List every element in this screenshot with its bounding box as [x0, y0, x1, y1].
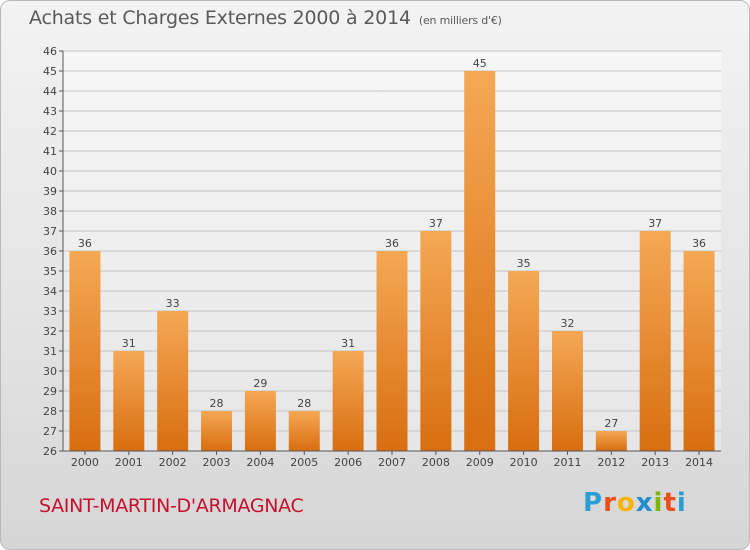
bar-2002[interactable]: [157, 311, 189, 451]
bar-2006[interactable]: [332, 351, 364, 451]
logo-letter: t: [663, 488, 677, 518]
y-tick-label: 30: [43, 365, 57, 378]
bar-2012[interactable]: [595, 431, 627, 451]
x-tick-label: 2014: [685, 456, 713, 469]
bar-2011[interactable]: [551, 331, 583, 451]
y-tick-label: 40: [43, 165, 57, 178]
chart-unit: (en milliers d'€): [418, 14, 502, 27]
value-label: 31: [122, 337, 136, 350]
chart-title: Achats et Charges Externes 2000 à 2014 (e…: [29, 7, 502, 29]
x-tick-label: 2009: [466, 456, 494, 469]
chart-title-text: Achats et Charges Externes 2000 à 2014: [29, 7, 411, 29]
y-tick-label: 31: [43, 345, 57, 358]
logo-letter: i: [653, 488, 664, 518]
y-tick-label: 44: [43, 85, 57, 98]
x-tick-label: 2001: [115, 456, 143, 469]
bar-2010[interactable]: [508, 271, 540, 451]
logo-letter: o: [616, 488, 636, 518]
value-label: 29: [253, 377, 267, 390]
value-label: 27: [604, 417, 618, 430]
x-tick-label: 2008: [422, 456, 450, 469]
x-tick-label: 2004: [246, 456, 274, 469]
value-label: 33: [166, 297, 180, 310]
x-tick-label: 2007: [378, 456, 406, 469]
value-label: 45: [473, 57, 487, 70]
bar-2004[interactable]: [244, 391, 276, 451]
bar-2014[interactable]: [683, 251, 715, 451]
x-tick-label: 2010: [510, 456, 538, 469]
bar-2007[interactable]: [376, 251, 408, 451]
y-tick-label: 32: [43, 325, 57, 338]
y-tick-label: 41: [43, 145, 57, 158]
y-tick-label: 33: [43, 305, 57, 318]
y-tick-label: 43: [43, 105, 57, 118]
x-axis: 2000 2001 2002 2003 2004 2005 2006 2007 2008 2009…: [63, 450, 721, 469]
bar-2005[interactable]: [288, 411, 320, 451]
bar-2003[interactable]: [201, 411, 233, 451]
y-tick-label: 35: [43, 265, 57, 278]
y-tick-label: 37: [43, 225, 57, 238]
value-label: 31: [341, 337, 355, 350]
x-tick-label: 2012: [597, 456, 625, 469]
y-tick-label: 28: [43, 405, 57, 418]
logo-letter: P: [583, 488, 604, 518]
y-tick-label: 36: [43, 245, 57, 258]
proxiti-logo[interactable]: Proxiti: [583, 488, 687, 518]
commune-name: SAINT-MARTIN-D'ARMAGNAC: [39, 495, 304, 517]
value-label: 28: [297, 397, 311, 410]
logo-letter: x: [635, 488, 654, 518]
bar-2000[interactable]: [69, 251, 101, 451]
x-tick-label: 2013: [641, 456, 669, 469]
y-tick-label: 29: [43, 385, 57, 398]
x-tick-label: 2006: [334, 456, 362, 469]
value-label: 28: [210, 397, 224, 410]
value-label: 37: [648, 217, 662, 230]
y-tick-label: 34: [43, 285, 57, 298]
y-axis: 26 27 28 29 30 31 32 33 34 35 36 37 38 39 40 41 42 43 44 45…: [43, 45, 64, 458]
value-label: 36: [78, 237, 92, 250]
x-tick-label: 2003: [203, 456, 231, 469]
y-tick-label: 26: [43, 445, 57, 458]
y-tick-label: 27: [43, 425, 57, 438]
x-tick-label: 2000: [71, 456, 99, 469]
value-label: 36: [692, 237, 706, 250]
logo-letter: r: [603, 488, 617, 518]
bar-2001[interactable]: [113, 351, 145, 451]
y-tick-label: 46: [43, 45, 57, 58]
y-tick-label: 42: [43, 125, 57, 138]
bars: 36 31 33 28 29 28 31 36 37 45 35 32 27 37 36: [69, 57, 715, 451]
x-tick-label: 2005: [290, 456, 318, 469]
bar-2009[interactable]: [464, 71, 496, 451]
x-tick-label: 2011: [553, 456, 581, 469]
value-label: 36: [385, 237, 399, 250]
bar-2013[interactable]: [639, 231, 671, 451]
value-label: 32: [560, 317, 574, 330]
value-label: 35: [517, 257, 531, 270]
y-tick-label: 39: [43, 185, 57, 198]
logo-letter: i: [676, 488, 687, 518]
y-tick-label: 38: [43, 205, 57, 218]
x-tick-label: 2002: [159, 456, 187, 469]
y-tick-label: 45: [43, 65, 57, 78]
bar-2008[interactable]: [420, 231, 452, 451]
value-label: 37: [429, 217, 443, 230]
